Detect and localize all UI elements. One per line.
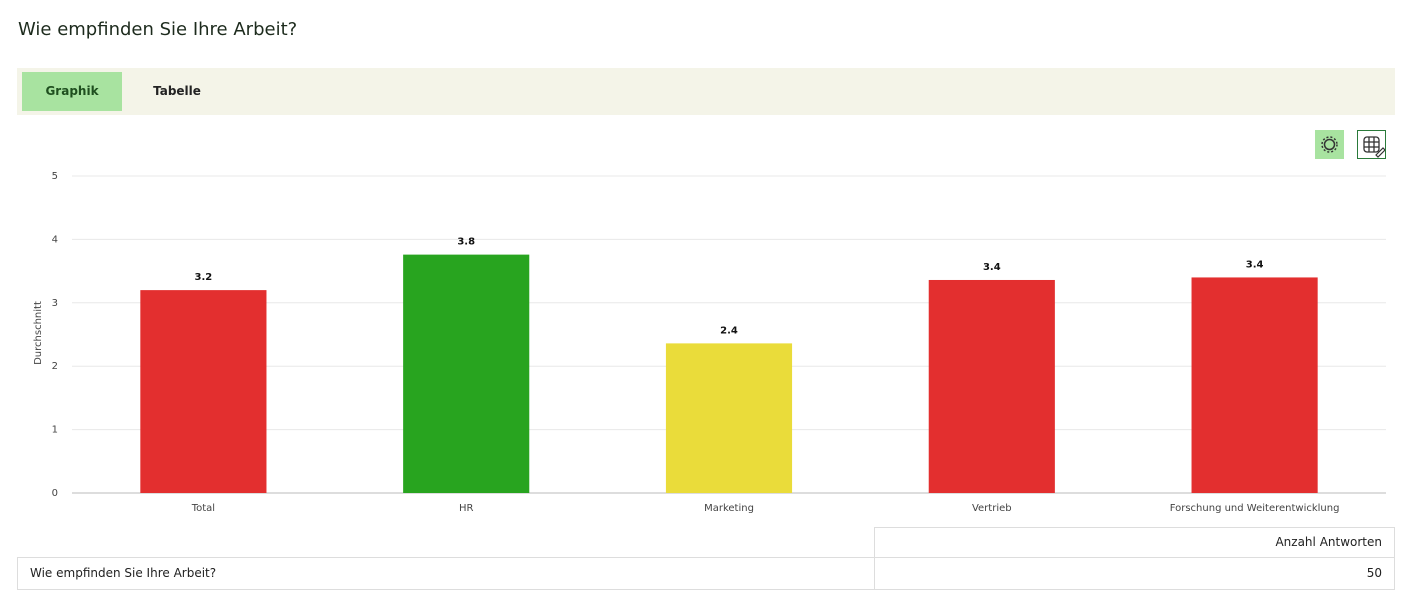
x-tick-label: Total (191, 503, 215, 514)
bar (403, 254, 530, 493)
x-tick-label: Vertrieb (972, 503, 1012, 514)
x-tick-label: Marketing (704, 503, 754, 514)
y-tick-label: 2 (52, 361, 58, 372)
y-tick-label: 3 (52, 298, 58, 309)
tab[interactable]: Graphik (22, 72, 122, 111)
y-tick-label: 5 (52, 171, 58, 182)
bar (928, 279, 1055, 493)
tab-bar: Graphik Tabelle (17, 68, 1395, 115)
y-tick-label: 1 (52, 425, 58, 436)
settings-button[interactable] (1315, 130, 1344, 159)
data-label: 3.4 (983, 262, 1001, 273)
x-tick-label: HR (459, 503, 474, 514)
table-row-label: Wie empfinden Sie Ihre Arbeit? (17, 557, 875, 590)
page-title: Wie empfinden Sie Ihre Arbeit? (18, 19, 298, 40)
table-header: Anzahl Antworten (874, 527, 1395, 558)
bar (140, 290, 267, 493)
data-label: 3.4 (1246, 259, 1264, 270)
y-tick-label: 0 (52, 488, 58, 499)
table-cell: 50 (874, 557, 1395, 590)
data-label: 3.8 (457, 237, 475, 248)
x-tick-label: Forschung und Weiterentwicklung (1170, 503, 1340, 514)
y-axis-label: Durchschnitt (33, 301, 44, 365)
y-tick-label: 4 (52, 234, 58, 245)
table-edit-button[interactable] (1357, 130, 1386, 159)
data-label: 2.4 (720, 325, 738, 336)
data-label: 3.2 (195, 272, 213, 283)
bar (1191, 277, 1318, 493)
bar (665, 343, 793, 493)
tab[interactable]: Tabelle (153, 84, 201, 98)
chart: Durchschnitt 0 1 2 3 4 5 3.2 Total 3.8 HR 2.4 Marke… (33, 171, 1386, 514)
